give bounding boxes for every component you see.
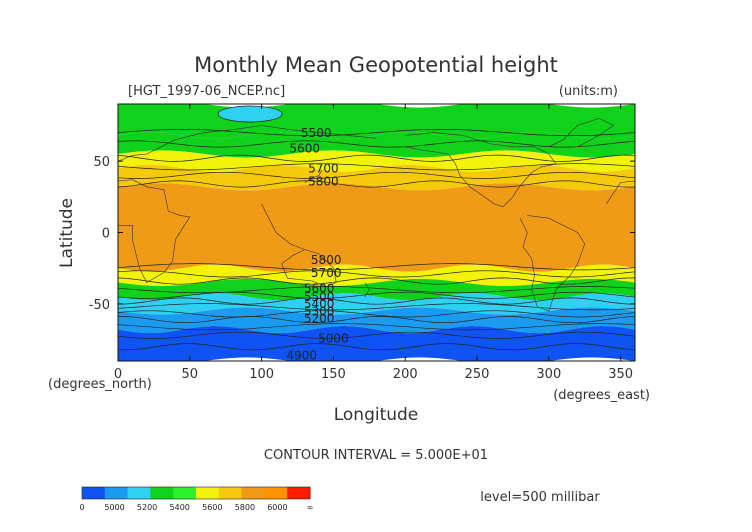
band-5700-5800 [118, 164, 635, 191]
colorbar-swatch [127, 487, 151, 499]
contour-label: 5500 [301, 126, 332, 140]
contour-line [117, 154, 636, 162]
coastlines [117, 117, 636, 312]
x-tick-label: 150 [321, 367, 346, 382]
contour-label: 5800 [311, 253, 342, 267]
contour-label: 5700 [311, 266, 342, 280]
contour-label: 5300 [304, 304, 335, 318]
contour-line [117, 163, 636, 171]
x-tick-label: 300 [536, 367, 561, 382]
chart-title: Monthly Mean Geopotential height [194, 53, 558, 77]
colorbar-swatch [218, 487, 243, 499]
x-unit-label: (degrees_east) [553, 388, 650, 403]
colorbar-swatch [150, 487, 174, 499]
contour-line [117, 323, 636, 331]
contour-line [117, 286, 636, 294]
y-tick-label: -50 [89, 298, 110, 313]
contour-line [117, 331, 636, 339]
colorbar-swatch [196, 487, 220, 499]
colorbar-swatch [241, 487, 265, 499]
x-tick-label: 250 [465, 367, 490, 382]
x-axis-title: Longitude [334, 405, 419, 425]
x-tick-label: 200 [393, 367, 418, 382]
y-axis-title: Latitude [57, 198, 77, 268]
contour-line [117, 303, 636, 311]
contour-line [117, 291, 636, 299]
y-axis-ticks: 50 0 -50 [89, 155, 635, 313]
contour-label: 5700 [308, 162, 339, 176]
contour-label: 5500 [304, 290, 335, 304]
contour-label: 5400 [304, 297, 335, 311]
x-tick-label: 50 [182, 367, 199, 382]
contour-line [117, 180, 636, 188]
colorbar-label: 5400 [170, 503, 190, 512]
colorbar-label: 5200 [137, 503, 157, 512]
colorbar-label: 5800 [235, 503, 255, 512]
band-5200-5400 [118, 307, 635, 334]
coastline [117, 179, 191, 283]
colorbar [81, 486, 311, 500]
contour-line [117, 343, 636, 351]
y-tick-label: 0 [102, 227, 110, 242]
colorbar-label: 5000 [104, 503, 124, 512]
colorbar-swatch [104, 487, 129, 499]
y-tick-label: 50 [93, 155, 110, 170]
map-panel: 5500560057005800580057005600550054005300… [117, 103, 636, 363]
contour-label: 5000 [318, 331, 349, 345]
coastline [364, 282, 370, 297]
colorbar-label: 0 [79, 503, 84, 512]
contour-interval-text: CONTOUR INTERVAL = 5.000E+01 [264, 448, 488, 463]
coastline [117, 125, 377, 162]
contour-label: 5600 [289, 142, 320, 156]
contour-line [118, 316, 636, 324]
colorbar-swatch [173, 487, 197, 499]
band-5500-5600 [118, 131, 635, 158]
x-tick-label: 100 [249, 367, 274, 382]
colorbar-swatch [82, 487, 106, 499]
colorbar-swatch [287, 487, 311, 499]
contour-line [117, 129, 636, 137]
band-5700-5800 [118, 264, 635, 286]
colorbar-labels: 0 5000 5200 5400 5600 5800 6000 ∞ [79, 503, 313, 512]
file-label: [HGT_1997-06_NCEP.nc] [128, 84, 285, 99]
contour-labels: 5500560057005800580057005600550054005300… [287, 126, 349, 363]
contour-lines [117, 129, 636, 351]
coastline [405, 132, 557, 208]
coastline [548, 117, 615, 148]
colorbar-frame [81, 486, 311, 500]
contour-line [117, 297, 636, 305]
colorbar-swatch [264, 487, 288, 499]
coastline [519, 215, 586, 312]
contour-line [117, 171, 636, 179]
colorbar-label: 5600 [202, 503, 222, 512]
contour-label: 5200 [304, 311, 335, 325]
polar-low-cell [217, 105, 283, 123]
band-4900-5200 [118, 326, 635, 361]
x-tick-label: 350 [608, 367, 633, 382]
units-label: (units:m) [559, 84, 618, 99]
coastline [304, 169, 323, 183]
coastline [261, 203, 337, 288]
contour-line [117, 277, 636, 285]
contour-label: 4900 [287, 349, 318, 363]
colorbar-label: ∞ [307, 503, 314, 512]
level-text: level=500 millibar [480, 490, 600, 505]
y-unit-label: (degrees_north) [48, 377, 152, 392]
contour-label: 5800 [308, 174, 339, 188]
band-5600-5700 [118, 278, 635, 301]
contour-line [117, 263, 636, 271]
band-5600-5700 [118, 150, 635, 172]
x-axis-ticks: 0 50 100 150 200 250 300 350 [114, 104, 633, 382]
coastline [606, 180, 636, 205]
contour-label: 5600 [304, 282, 335, 296]
colorbar-label: 6000 [267, 503, 287, 512]
contour-line [117, 310, 636, 318]
x-tick-label: 0 [114, 367, 122, 382]
band-5800-5900 [118, 183, 635, 272]
contour-line [117, 270, 636, 278]
